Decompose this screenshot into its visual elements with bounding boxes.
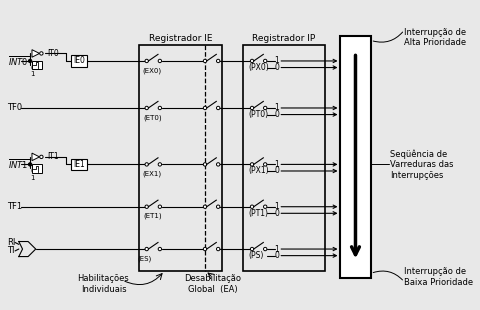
Text: Habilitações
Individuais: Habilitações Individuais xyxy=(77,274,129,294)
Bar xyxy=(32,61,42,69)
Text: (EX1): (EX1) xyxy=(143,170,162,177)
Text: IE0: IE0 xyxy=(73,56,85,65)
Text: (ET1): (ET1) xyxy=(143,213,161,219)
Circle shape xyxy=(250,205,253,208)
Circle shape xyxy=(216,247,219,251)
Text: $\overline{INT1}$: $\overline{INT1}$ xyxy=(8,157,29,171)
Text: 0: 0 xyxy=(274,63,278,72)
Circle shape xyxy=(263,106,266,110)
Circle shape xyxy=(158,205,161,208)
Text: (PX1): (PX1) xyxy=(248,166,268,175)
Circle shape xyxy=(40,52,43,55)
Text: Registrador IE: Registrador IE xyxy=(148,34,212,43)
Text: (ET0): (ET0) xyxy=(143,114,161,121)
Text: 1: 1 xyxy=(31,175,35,180)
Circle shape xyxy=(216,205,219,208)
Circle shape xyxy=(203,106,206,110)
Text: Registrador IP: Registrador IP xyxy=(252,34,315,43)
Text: Interrupção de
Alta Prioridade: Interrupção de Alta Prioridade xyxy=(404,28,466,47)
Text: TF0: TF0 xyxy=(8,104,23,113)
Text: (PT0): (PT0) xyxy=(248,110,268,119)
Text: 0: 0 xyxy=(31,168,35,174)
Text: IE1: IE1 xyxy=(73,160,84,169)
Text: TF1: TF1 xyxy=(8,202,23,211)
Text: (PT1): (PT1) xyxy=(248,209,268,218)
Circle shape xyxy=(263,163,266,166)
Bar xyxy=(32,164,42,173)
Circle shape xyxy=(203,59,206,63)
Circle shape xyxy=(216,59,219,63)
Circle shape xyxy=(144,247,148,251)
Circle shape xyxy=(216,163,219,166)
Circle shape xyxy=(158,163,161,166)
Text: (PX0): (PX0) xyxy=(248,63,268,72)
Text: IT0: IT0 xyxy=(47,49,59,58)
Circle shape xyxy=(250,247,253,251)
Text: 0: 0 xyxy=(31,64,35,71)
Circle shape xyxy=(158,247,161,251)
Circle shape xyxy=(144,163,148,166)
Bar xyxy=(139,45,221,271)
Text: (ES): (ES) xyxy=(137,255,152,262)
Text: Interrupção de
Baixa Prioridade: Interrupção de Baixa Prioridade xyxy=(404,267,472,287)
Circle shape xyxy=(250,163,253,166)
Text: Desabilitação
Global  (EA): Desabilitação Global (EA) xyxy=(184,274,240,294)
Polygon shape xyxy=(32,153,39,161)
Circle shape xyxy=(203,247,206,251)
Circle shape xyxy=(158,106,161,110)
Circle shape xyxy=(216,106,219,110)
Circle shape xyxy=(40,155,43,159)
Text: 1: 1 xyxy=(274,160,278,169)
Bar xyxy=(71,55,87,67)
Text: (PS): (PS) xyxy=(248,251,263,260)
Text: 1: 1 xyxy=(274,245,278,254)
Circle shape xyxy=(203,205,206,208)
Text: 0: 0 xyxy=(274,209,278,218)
Circle shape xyxy=(28,163,32,166)
Bar xyxy=(340,36,370,278)
Text: 1: 1 xyxy=(274,56,278,65)
Circle shape xyxy=(158,59,161,63)
Circle shape xyxy=(250,106,253,110)
Circle shape xyxy=(263,205,266,208)
Text: $\overline{INT0}$: $\overline{INT0}$ xyxy=(8,54,29,68)
Text: 1: 1 xyxy=(274,104,278,113)
Text: 0: 0 xyxy=(274,166,278,175)
Text: (EX0): (EX0) xyxy=(143,67,162,73)
Text: IT1: IT1 xyxy=(47,153,59,162)
Polygon shape xyxy=(32,50,39,57)
Text: Seqüência de
Varreduras das
Interrupções: Seqüência de Varreduras das Interrupções xyxy=(389,149,453,179)
Text: 0: 0 xyxy=(274,251,278,260)
Circle shape xyxy=(144,59,148,63)
Circle shape xyxy=(263,59,266,63)
Circle shape xyxy=(28,59,32,63)
Text: 1: 1 xyxy=(31,71,35,77)
Bar xyxy=(242,45,324,271)
Circle shape xyxy=(250,59,253,63)
Text: 1: 1 xyxy=(274,202,278,211)
Text: TI: TI xyxy=(8,246,15,255)
Circle shape xyxy=(144,205,148,208)
Circle shape xyxy=(203,163,206,166)
Circle shape xyxy=(263,247,266,251)
Text: RI: RI xyxy=(8,238,16,247)
Bar xyxy=(71,159,87,170)
Circle shape xyxy=(144,106,148,110)
Text: 0: 0 xyxy=(274,110,278,119)
